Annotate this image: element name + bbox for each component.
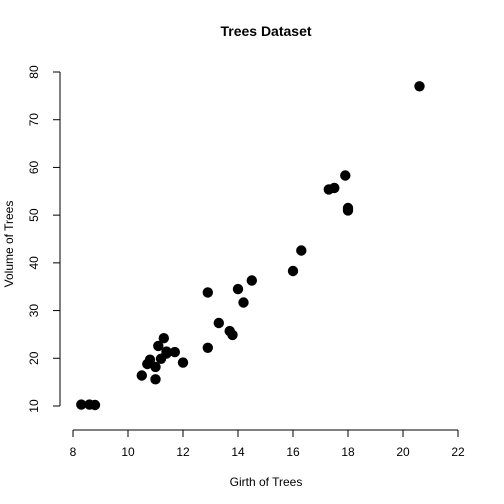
chart-title: Trees Dataset (220, 23, 311, 39)
data-point (158, 333, 169, 344)
data-point (329, 182, 340, 194)
x-tick-label: 14 (231, 445, 245, 459)
y-tick-label: 70 (27, 113, 41, 127)
data-point (227, 329, 238, 341)
data-point (169, 346, 180, 358)
y-tick-label: 80 (27, 65, 41, 79)
data-point (153, 340, 164, 352)
x-tick-label: 20 (396, 445, 410, 459)
y-tick-label: 30 (27, 304, 41, 318)
y-axis-title: Volume of Trees (2, 201, 16, 288)
data-points (76, 81, 425, 411)
x-tick-label: 8 (70, 445, 77, 459)
data-point (150, 374, 161, 385)
data-point (246, 275, 257, 286)
data-point (177, 357, 189, 368)
data-point (136, 370, 147, 381)
data-point (144, 354, 156, 365)
data-point (414, 81, 425, 92)
data-point (340, 170, 351, 181)
x-axis-title: Girth of Trees (230, 475, 303, 489)
x-tick-label: 10 (121, 445, 135, 459)
data-point (161, 346, 172, 357)
y-axis: 10 20 30 40 50 60 70 80 (27, 65, 61, 413)
x-tick-label: 18 (341, 445, 355, 459)
y-tick-label: 20 (27, 351, 41, 365)
data-point (232, 283, 244, 295)
y-tick-label: 60 (27, 160, 41, 174)
data-point (202, 342, 213, 353)
x-tick-label: 12 (176, 445, 190, 459)
y-tick-label: 10 (27, 399, 41, 413)
data-point (89, 399, 101, 411)
data-point (342, 205, 354, 216)
y-tick-label: 50 (27, 208, 41, 222)
x-axis: 8 10 12 14 16 18 20 22 (70, 429, 465, 459)
data-point (296, 245, 307, 256)
y-tick-label: 40 (27, 256, 41, 270)
data-point (213, 317, 224, 329)
data-point (287, 265, 299, 277)
x-tick-label: 22 (451, 445, 465, 459)
data-point (76, 399, 87, 410)
data-point (150, 361, 161, 373)
data-point (238, 297, 249, 308)
data-point (202, 287, 213, 298)
x-tick-label: 16 (286, 445, 300, 459)
